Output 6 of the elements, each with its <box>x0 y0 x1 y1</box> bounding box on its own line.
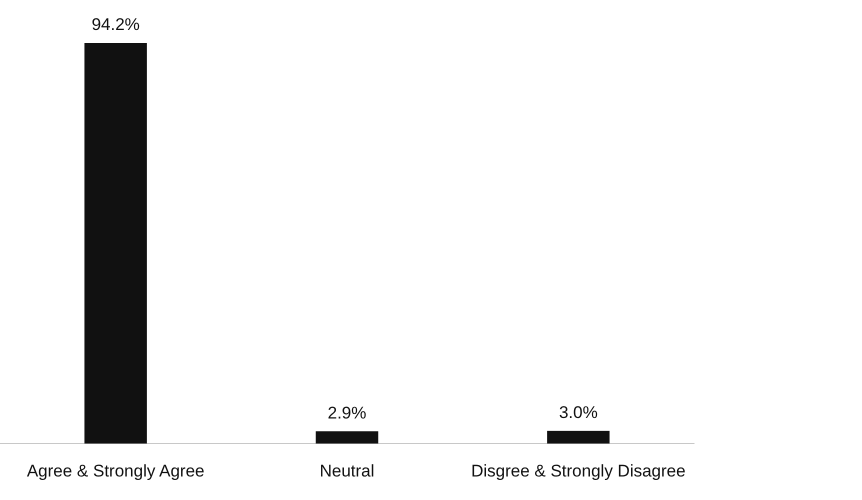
data-label: 2.9% <box>328 403 366 422</box>
data-label: 94.2% <box>92 15 140 34</box>
x-tick-label: Disgree & Strongly Disagree <box>471 461 686 480</box>
x-tick-label: Neutral <box>320 461 374 480</box>
x-tick-label: Agree & Strongly Agree <box>26 461 205 480</box>
data-label: 3.0% <box>558 403 598 422</box>
